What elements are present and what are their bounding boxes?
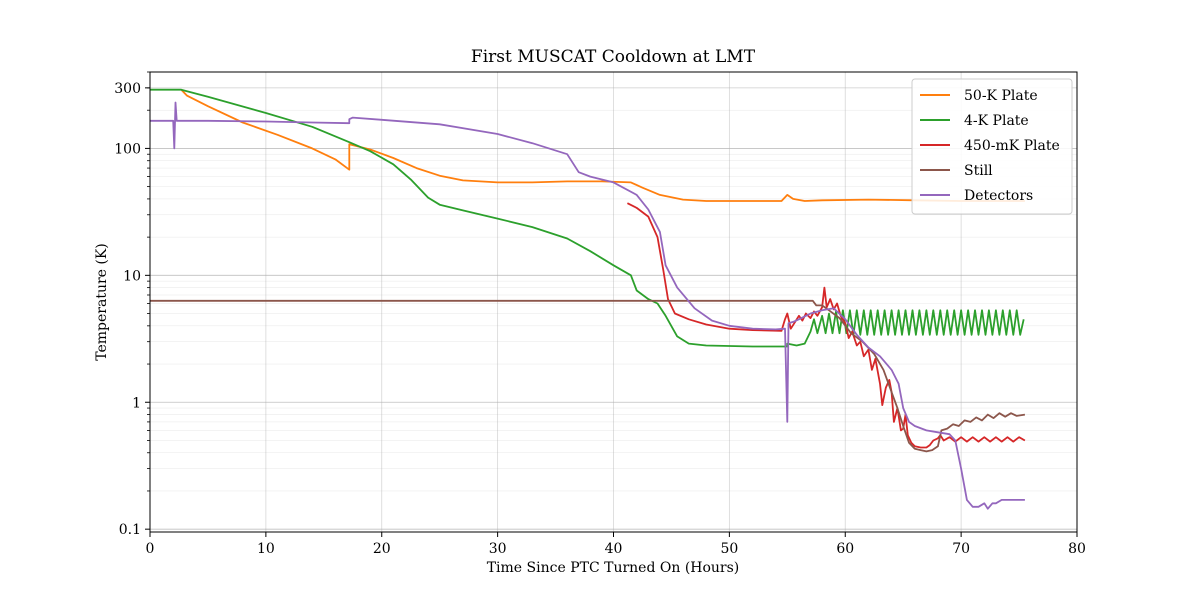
x-tick-label: 70 — [952, 541, 970, 557]
y-tick-label: 0.1 — [119, 522, 141, 538]
legend-label-detectors: Detectors — [964, 188, 1033, 204]
x-tick-label: 10 — [257, 541, 275, 557]
chart-title: First MUSCAT Cooldown at LMT — [471, 47, 756, 67]
series-lines — [150, 88, 1026, 510]
legend: 50-K Plate 4-K Plate 450-mK Plate Still Dete… — [911, 78, 1073, 215]
series-line-detectors — [150, 101, 1025, 510]
x-tick-label: 0 — [146, 541, 155, 557]
legend-box — [911, 78, 1073, 215]
legend-label-50-k-plate: 50-K Plate — [964, 88, 1038, 104]
x-axis-title: Time Since PTC Turned On (Hours) — [487, 560, 740, 576]
x-tick-label: 30 — [489, 541, 507, 557]
y-tick-label: 100 — [114, 141, 141, 157]
x-tick-label: 40 — [605, 541, 623, 557]
series-line-4-k-plate — [150, 88, 1025, 348]
y-tick-label: 300 — [114, 81, 141, 97]
y-axis-title: Temperature (K) — [94, 243, 110, 361]
y-tick-label: 1 — [132, 395, 141, 411]
x-tick-label: 20 — [373, 541, 391, 557]
x-tick-label: 60 — [836, 541, 854, 557]
x-tick-label: 80 — [1068, 541, 1086, 557]
y-tick-label: 10 — [123, 268, 141, 284]
legend-label-450-mk-plate: 450-mK Plate — [964, 138, 1060, 154]
series-line-50-k-plate — [180, 89, 1025, 202]
axis-ticks: 0 10 20 30 40 50 60 70 80 0.1 1 10 100 300 — [114, 71, 1086, 557]
legend-label-4-k-plate: 4-K Plate — [964, 113, 1029, 129]
legend-label-still: Still — [964, 163, 993, 179]
x-tick-label: 50 — [720, 541, 738, 557]
